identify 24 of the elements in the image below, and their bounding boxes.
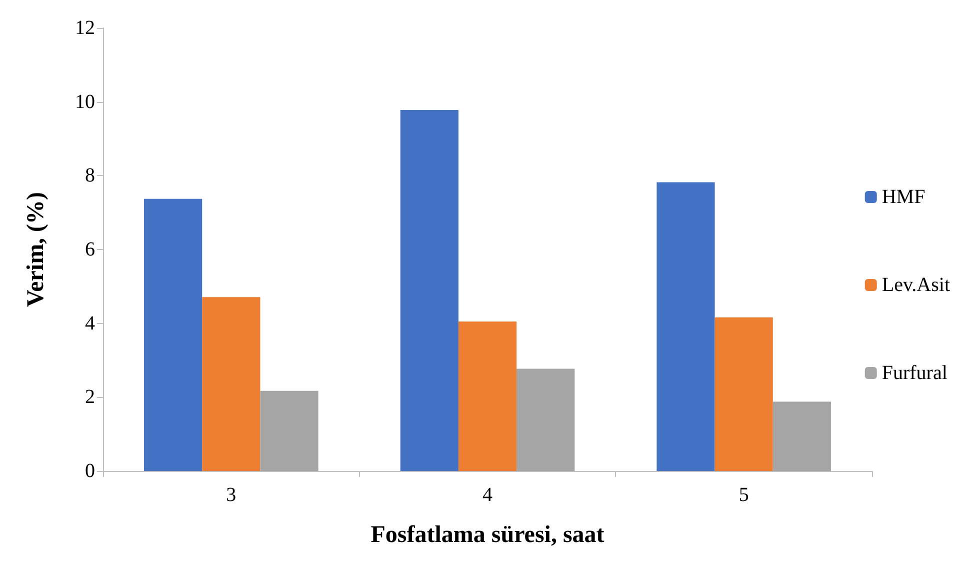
y-tick-label: 12 [75,17,95,39]
y-tick-label: 0 [85,460,95,482]
bar [400,110,458,471]
bar [656,182,715,471]
legend-label: Furfural [882,362,948,384]
x-tick-label: 3 [226,484,236,506]
y-axis-title: Verim, (%) [23,192,49,308]
y-tick-label: 2 [85,386,95,408]
bar [772,402,831,471]
y-tick-label: 4 [85,312,95,334]
bar [516,368,575,471]
bar [458,321,517,471]
legend-label: Lev.Asit [882,274,950,296]
legend-label: HMF [882,186,926,208]
y-tick-label: 10 [75,90,95,113]
y-tick-label: 8 [85,164,95,187]
y-tick-label: 6 [85,238,95,260]
bar [144,198,202,471]
bar [260,390,318,471]
bar [202,297,260,471]
x-tick-label: 4 [482,484,492,506]
x-axis-title: Fosfatlama süresi, saat [370,522,604,548]
x-tick-label: 5 [738,484,749,506]
bar [714,317,773,471]
